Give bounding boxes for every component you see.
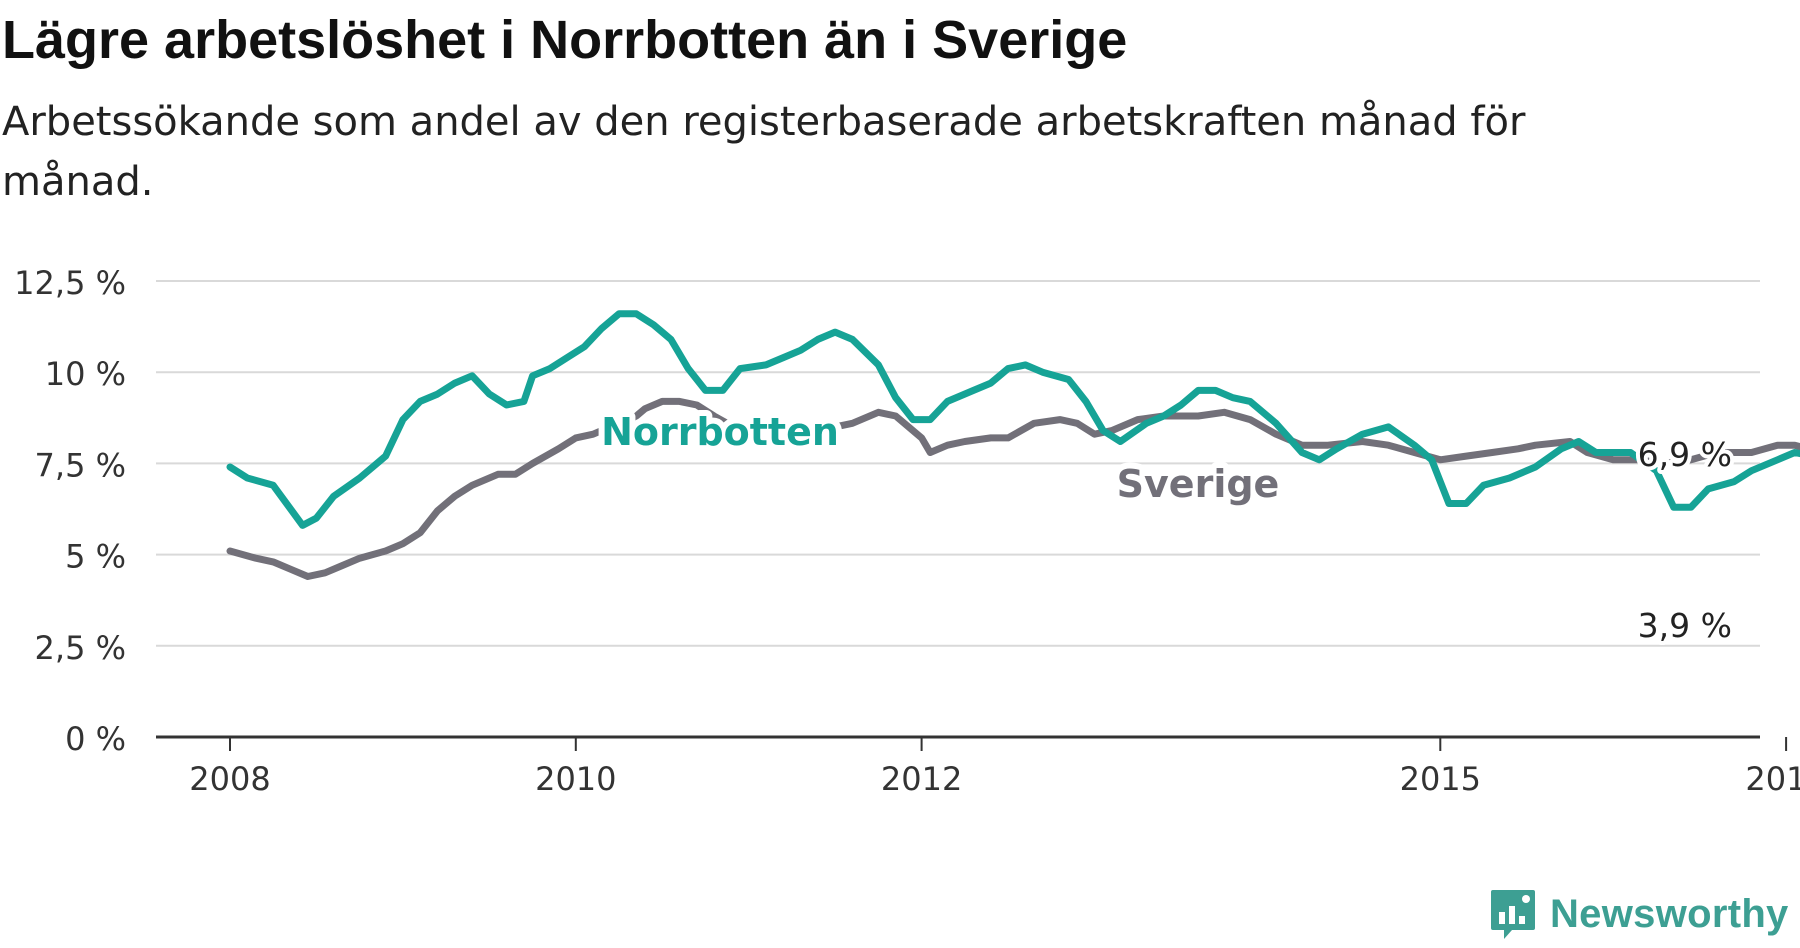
series-line-sverige [226, 397, 1800, 580]
series-label-sverige: Sverige [1117, 462, 1280, 506]
bar-chart-speech-bubble-icon [1491, 890, 1535, 939]
y-tick-label: 2,5 % [35, 629, 126, 667]
x-tick-label: 2008 [189, 760, 270, 798]
brand-name: Newsworthy [1550, 891, 1789, 936]
line-chart: 0 % 2,5 % 5 % 7,5 % 10 % 12,5 % 2008 2010 2012 2… [14, 264, 1800, 798]
series-label-norrbotten: Norrbotten [601, 410, 839, 454]
y-tick-label: 5 % [65, 538, 126, 576]
y-tick-label: 0 % [65, 720, 126, 758]
x-tick-label: 2015 [1400, 760, 1481, 798]
series-line-norrbotten [226, 310, 1800, 529]
y-tick-label: 7,5 % [35, 446, 126, 484]
series-lines [226, 310, 1800, 580]
x-tick-label: 2010 [535, 760, 616, 798]
x-axis: 20082010201220152017202020222024 [156, 735, 1800, 798]
y-tick-label: 10 % [45, 355, 126, 393]
x-tick-label: 2012 [881, 760, 962, 798]
series-labels: Norrbotten Sverige 6,9 % 3,9 % [595, 404, 1736, 649]
gridlines [156, 280, 1760, 647]
y-tick-label: 12,5 % [14, 264, 126, 302]
newsworthy-logo: Newsworthy [1490, 888, 1789, 940]
end-label-norrbotten: 3,9 % [1638, 606, 1732, 645]
end-label-sverige: 6,9 % [1638, 435, 1732, 474]
y-axis: 0 % 2,5 % 5 % 7,5 % 10 % 12,5 % [14, 264, 126, 758]
chart-subtitle: Arbetssökande som andel av den registerb… [2, 99, 1526, 205]
chart-title: Lägre arbetslöshet i Norrbotten än i Sve… [2, 10, 1128, 70]
x-tick-label: 2017 [1745, 760, 1800, 798]
